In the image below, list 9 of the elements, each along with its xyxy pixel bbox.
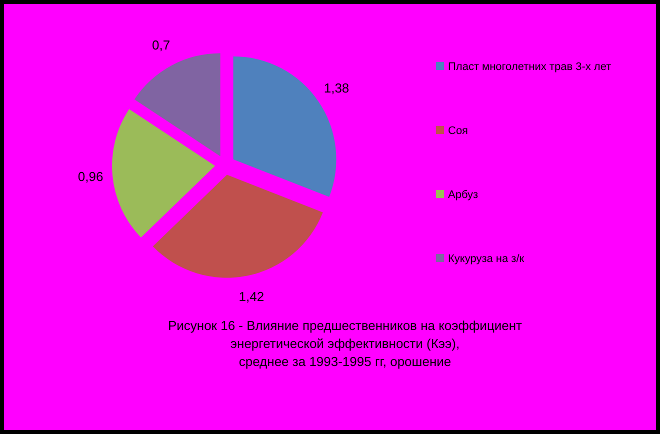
data-label: 0,7 [152, 38, 170, 53]
text: Рисунок 16 - Влияние предшественников на коэффициент энергетической эффективности (Кээ), среднее за 1993-1995 гг, орошение [168, 318, 522, 369]
legend-label: Пласт многолетних трав 3-х лет [448, 60, 612, 73]
legend-label: Соя [448, 124, 468, 137]
legend-label: Арбуз [448, 188, 478, 201]
data-label: 0,96 [78, 168, 104, 184]
data-label: 1,38 [324, 80, 350, 96]
legend-label: Кукуруза на з/к [448, 252, 524, 265]
data-label: 1,42 [238, 288, 264, 304]
